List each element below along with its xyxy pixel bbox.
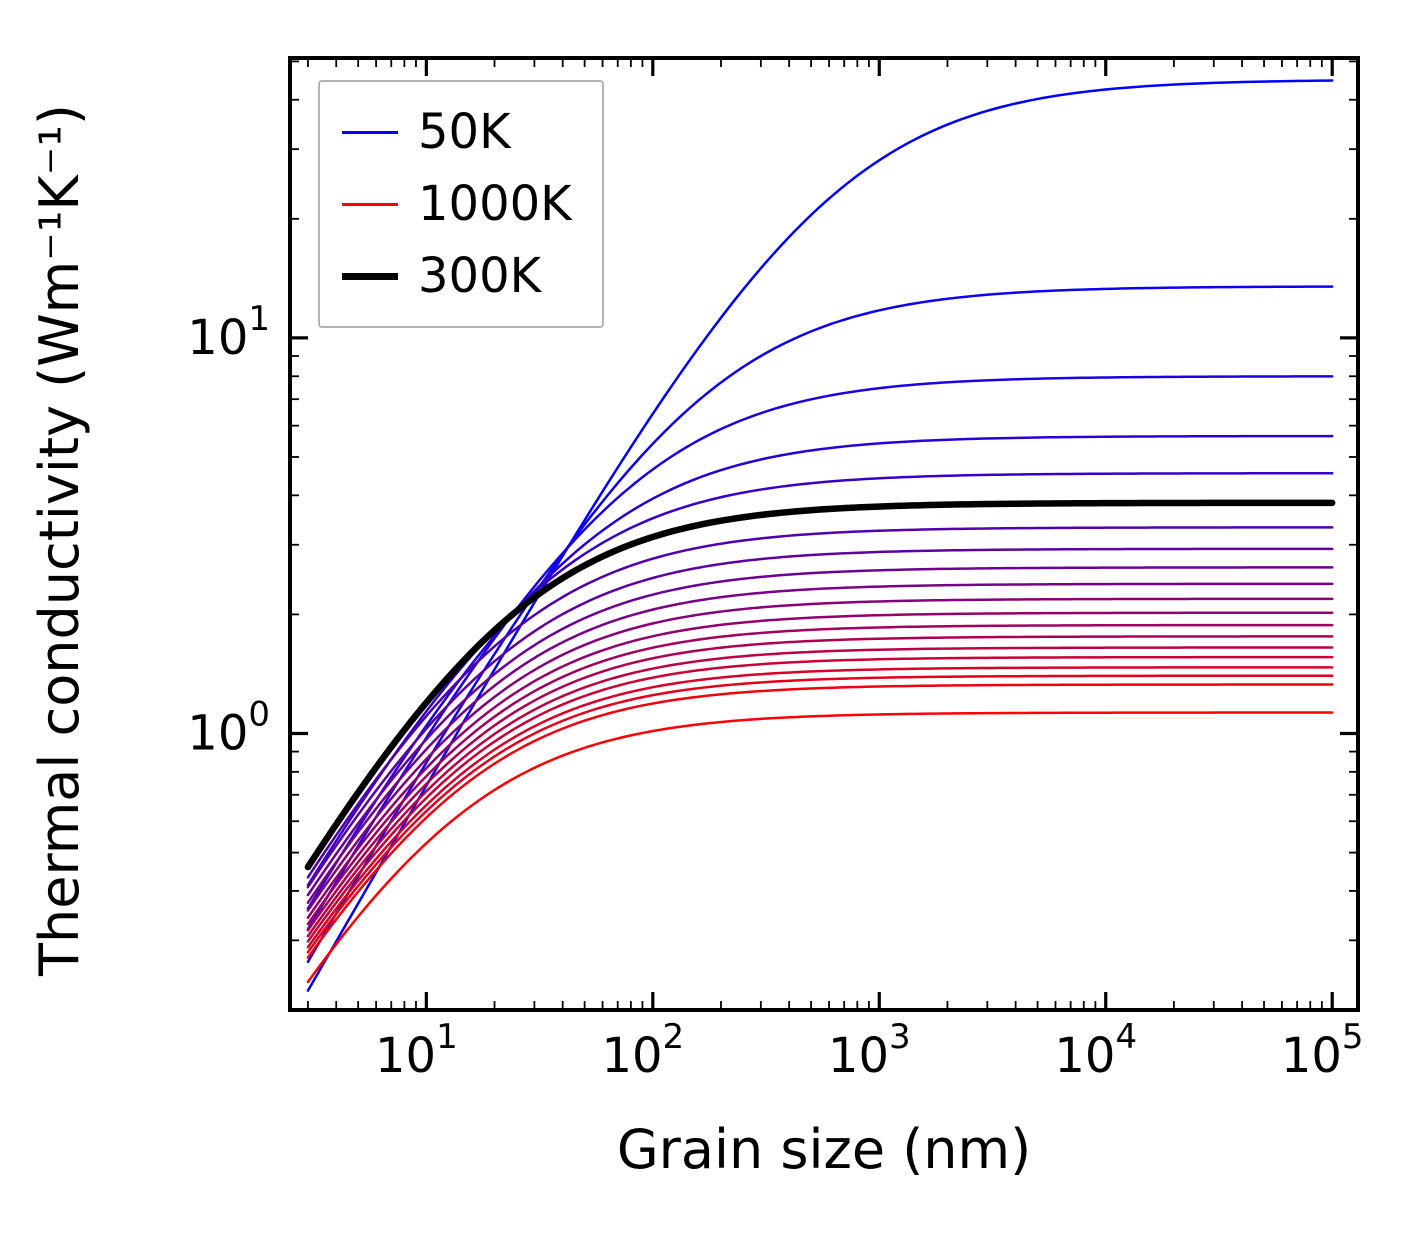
legend-entry-1000K: 1000K — [342, 168, 572, 240]
curve-350K — [306, 526, 1334, 879]
curve-200K — [306, 434, 1334, 910]
y-tick-label-1e0: 100 — [187, 694, 270, 761]
x-axis-label: Grain size (nm) — [616, 1118, 1032, 1181]
x-tick-label-1e5: 105 — [1281, 1017, 1364, 1084]
legend: 50K 1000K 300K — [318, 80, 604, 328]
curve-300K — [304, 499, 1336, 871]
curve-100K — [306, 285, 1334, 964]
x-tick-label-1e3: 103 — [828, 1017, 911, 1084]
tick-labels: 101 102 103 104 105 100 101 — [187, 299, 1363, 1084]
curve-700K — [306, 635, 1334, 932]
curve-750K — [306, 646, 1334, 938]
curve-800K — [306, 655, 1334, 943]
curve-1000K — [306, 711, 1334, 984]
curve-50K — [306, 79, 1334, 992]
legend-entry-50K: 50K — [342, 96, 572, 168]
x-tick-label-1e1: 101 — [375, 1017, 458, 1084]
legend-line-sample — [342, 272, 398, 280]
y-axis-label: Thermal conductivity (Wm⁻¹K⁻¹) — [28, 104, 91, 976]
curve-400K — [306, 547, 1334, 889]
legend-entry-300K: 300K — [342, 240, 572, 312]
curve-450K — [306, 566, 1334, 897]
curve-950K — [306, 683, 1334, 959]
curve-550K — [306, 597, 1334, 912]
x-tick-label-1e4: 104 — [1054, 1017, 1137, 1084]
curve-850K — [306, 666, 1334, 949]
legend-label: 300K — [418, 248, 542, 304]
plot-spines — [288, 56, 1360, 1012]
y-tick-label-1e1: 101 — [187, 299, 270, 366]
curve-600K — [306, 611, 1334, 919]
curves — [304, 79, 1336, 992]
curve-150K — [306, 375, 1334, 931]
legend-label: 1000K — [418, 176, 572, 232]
curve-900K — [306, 674, 1334, 954]
legend-line-sample — [342, 130, 398, 134]
curve-650K — [306, 623, 1334, 926]
curve-500K — [306, 582, 1334, 904]
x-tick-label-1e2: 102 — [601, 1017, 684, 1084]
legend-line-sample — [342, 202, 398, 206]
legend-label: 50K — [418, 104, 511, 160]
